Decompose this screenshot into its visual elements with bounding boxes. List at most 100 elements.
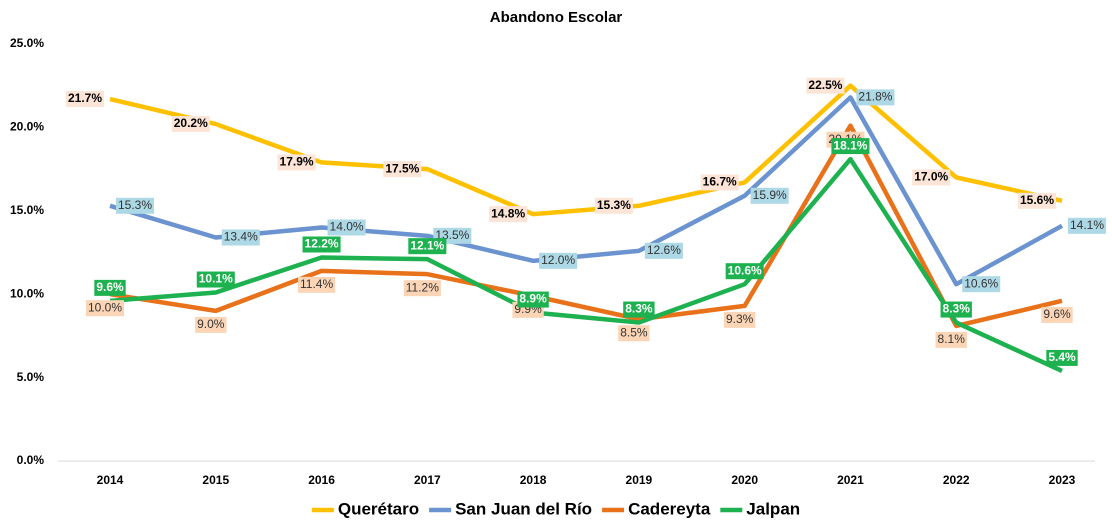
x-tick-label: 2018 [520,473,547,487]
legend: Querétaro San Juan del Río Cadereyta Jalpan [311,499,800,518]
data-label: 16.7% [700,174,739,191]
data-label-bg [65,91,105,108]
data-label-text: 14.0% [330,220,364,234]
data-label-text: 5.4% [1048,350,1076,364]
data-label-text: 17.5% [385,161,419,175]
data-label-text: 9.6% [96,280,124,294]
x-tick-label: 2019 [626,473,653,487]
data-label-bg [1017,192,1057,209]
data-label: 8.9% [517,291,549,308]
data-label-bg [1041,306,1073,323]
data-label-bg [277,154,316,171]
data-label-text: 12.0% [541,253,575,267]
data-label: 8.3% [623,301,655,318]
series-line [109,83,1063,217]
data-label: 12.0% [539,252,578,269]
series-line [109,95,1064,287]
data-label-bg [831,138,870,155]
data-label-text: 17.9% [280,155,314,169]
data-label-bg [618,325,650,342]
data-label-text: 15.3% [118,198,152,212]
data-label: 14.1% [1067,217,1107,234]
data-label-bg [594,197,633,214]
data-label-bg [171,116,210,133]
data-label-text: 20.2% [174,116,208,130]
data-label-text: 9.3% [726,312,754,326]
data-label-text: 16.7% [703,175,737,189]
data-label-bg [723,311,756,328]
data-label-bg [517,291,549,308]
data-label-text: 10.1% [199,272,233,286]
x-tick-label: 2015 [202,473,229,487]
data-label: 9.0% [195,316,227,333]
data-label: 8.5% [618,325,650,342]
data-label: 15.9% [750,187,789,204]
data-label-text: 15.9% [753,188,787,202]
chart-title: Abandono Escolar [490,9,623,26]
x-tick-label: 2017 [414,473,441,487]
series-line [109,123,1063,329]
data-label: 22.5% [806,77,845,94]
data-label-text: 8.9% [519,292,547,306]
data-label-text: 10.6% [964,276,998,290]
data-label-bg [912,169,951,186]
data-label-bg [327,219,366,236]
data-label: 20.2% [171,116,210,133]
data-label-bg [221,229,260,246]
data-label: 15.3% [594,197,633,214]
x-tick-label: 2022 [943,473,970,487]
data-label-bg [644,242,683,259]
legend-label: Cadereyta [628,499,711,518]
data-label-text: 21.7% [68,91,102,105]
data-label-text: 10.0% [88,300,122,314]
data-label: 12.2% [302,236,341,253]
data-label-text: 11.2% [406,280,439,294]
data-label-bg [750,187,789,204]
y-tick-label: 10.0% [10,286,44,300]
data-label-bg [85,300,125,317]
data-label-text: 17.0% [914,170,948,184]
data-label-text: 11.4% [300,277,333,291]
data-label-text: 22.5% [808,78,842,92]
data-label-bg [195,316,227,333]
data-label-text: 15.3% [597,198,631,212]
data-label: 11.2% [403,280,441,297]
data-label: 21.7% [65,91,105,108]
data-label-text: 9.6% [1043,307,1071,321]
data-label-bg [856,89,895,106]
data-label-text: 8.1% [938,332,966,346]
data-label-text: 10.6% [728,263,762,277]
data-label-text: 8.3% [943,302,971,316]
data-label: 12.6% [644,242,683,259]
data-label-bg [302,236,341,253]
data-label: 15.6% [1017,192,1057,209]
data-label-text: 13.4% [224,230,258,244]
data-label-bg [489,206,528,223]
y-tick-label: 20.0% [10,120,44,134]
data-label: 10.6% [962,276,1001,293]
data-label: 14.8% [489,206,528,223]
data-label: 18.1% [831,138,870,155]
data-label-bg [806,77,845,94]
data-label-text: 14.1% [1070,218,1104,232]
data-label: 10.1% [196,271,235,288]
data-label: 13.4% [221,229,260,246]
data-label-text: 12.1% [410,238,444,252]
data-label-bg [539,252,578,269]
data-label: 5.4% [1046,349,1078,366]
data-label: 17.5% [383,161,422,178]
data-label-bg [1046,349,1078,366]
data-label-bg [1067,217,1107,234]
data-label: 11.4% [297,276,336,293]
data-label-bg [94,279,126,296]
data-label-text: 8.5% [620,325,648,339]
data-label-text: 9.0% [197,317,225,331]
data-label-text: 15.6% [1020,193,1054,207]
data-label: 17.0% [912,169,951,186]
data-label-bg [383,161,422,178]
y-tick-label: 0.0% [17,453,45,467]
data-label-text: 21.8% [858,90,892,104]
data-label-bg [408,238,447,255]
y-tick-label: 15.0% [10,203,44,217]
